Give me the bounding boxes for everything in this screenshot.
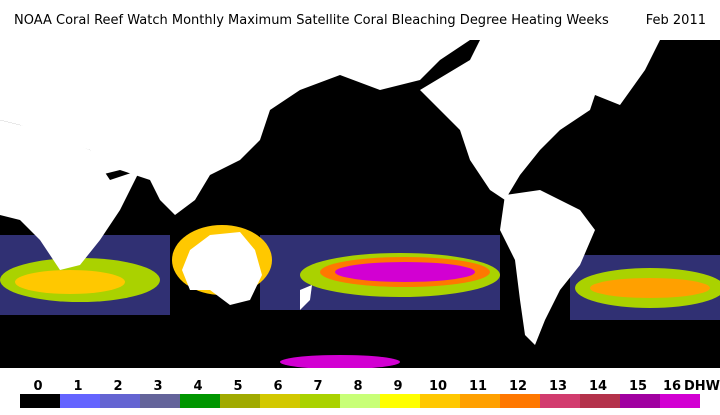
legend-swatch [100,394,140,408]
legend-label: 6 [273,379,282,394]
legend-swatch [460,394,500,408]
legend-swatch [140,394,180,408]
legend-swatch [580,394,620,408]
date: Feb 2011 [646,13,706,28]
patch [15,270,125,294]
legend-swatch [20,394,60,408]
legend-label: 13 [549,379,567,394]
legend-label: 1 [73,379,82,394]
legend-label: 3 [153,379,162,394]
legend-swatch [180,394,220,408]
legend-label: 14 [589,379,607,394]
legend-label: 10 [429,379,447,394]
legend-swatch [260,394,300,408]
greenland [560,40,660,105]
legend-label: 15 [629,379,647,394]
antarctica [0,368,720,375]
south-america [500,190,595,345]
legend-unit: DHW [684,379,720,394]
legend-label: 12 [509,379,527,394]
patch [280,355,400,369]
legend-swatch [60,394,100,408]
legend-swatch [540,394,580,408]
legend: 0 1 2 3 4 5 6 7 8 9 10 11 12 13 14 15 16 DHW [20,379,720,408]
legend-swatch [340,394,380,408]
legend-label: 4 [193,379,202,394]
map [0,40,720,375]
legend-label: 8 [353,379,362,394]
legend-swatch [420,394,460,408]
legend-label: 16 [663,379,681,394]
legend-swatch [660,394,700,408]
legend-label: 9 [393,379,402,394]
legend-label: 7 [313,379,322,394]
heat-patches [0,58,720,369]
legend-label: 2 [113,379,122,394]
australia [182,232,262,305]
africa [0,120,140,270]
legend-swatch [220,394,260,408]
patch [590,278,710,298]
legend-swatch [300,394,340,408]
patch [335,262,475,282]
legend-label: 0 [33,379,42,394]
land [0,40,720,375]
title: NOAA Coral Reef Watch Monthly Maximum Sa… [14,13,609,28]
legend-label: 11 [469,379,487,394]
legend-swatch [620,394,660,408]
new-zealand [300,285,312,310]
north-america [420,40,620,200]
eurasia [0,40,470,215]
legend-swatch [500,394,540,408]
legend-label: 5 [233,379,242,394]
legend-swatch [380,394,420,408]
